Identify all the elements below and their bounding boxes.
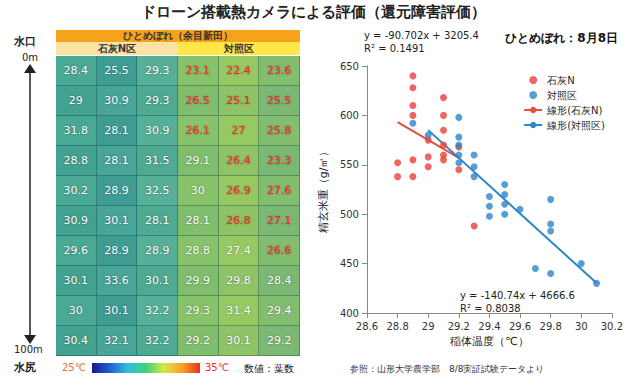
html-text:30.1: 30.1 bbox=[226, 334, 251, 347]
html-text:30: 30 bbox=[68, 304, 83, 317]
html-text:25.8: 25.8 bbox=[266, 124, 292, 137]
html-text:28.4: 28.4 bbox=[266, 274, 292, 287]
html-text:32.5: 32.5 bbox=[144, 184, 170, 197]
html-text:30.2: 30.2 bbox=[63, 184, 89, 197]
html-text:29.1: 29.1 bbox=[185, 154, 211, 167]
html-text:31.5: 31.5 bbox=[144, 154, 170, 167]
svg-text:28.6: 28.6 bbox=[356, 321, 378, 332]
html-text:27.4: 27.4 bbox=[226, 244, 251, 257]
svg-text:28.8: 28.8 bbox=[386, 321, 408, 332]
html-text:31.4: 31.4 bbox=[226, 304, 251, 317]
html-text:数値：葉数: 数値：葉数 bbox=[244, 363, 294, 374]
html-text:100m: 100m bbox=[14, 344, 43, 355]
html-text:30.9: 30.9 bbox=[144, 124, 170, 137]
svg-text:y = -140.74x + 4666.6: y = -140.74x + 4666.6 bbox=[460, 290, 575, 301]
html-text:29.2: 29.2 bbox=[266, 334, 292, 347]
html-text:31.8: 31.8 bbox=[63, 124, 89, 137]
html-text:30.1: 30.1 bbox=[104, 214, 129, 227]
html-text:28.9: 28.9 bbox=[104, 184, 129, 197]
svg-text:稲体温度（℃）: 稲体温度（℃） bbox=[450, 335, 528, 348]
html-text:35℃: 35℃ bbox=[205, 362, 229, 373]
html-text:28.8: 28.8 bbox=[63, 154, 89, 167]
html-text:32.2: 32.2 bbox=[144, 334, 170, 347]
html-text:28.1: 28.1 bbox=[104, 124, 129, 137]
html-text:26.8: 26.8 bbox=[226, 214, 251, 227]
svg-text:y = -90.702x + 3205.4: y = -90.702x + 3205.4 bbox=[364, 30, 479, 41]
html-text:ドローン搭載熱カメラによる評価（還元障害評価）: ドローン搭載熱カメラによる評価（還元障害評価） bbox=[140, 3, 486, 21]
svg-text:石灰N: 石灰N bbox=[547, 75, 574, 86]
svg-text:対照区: 対照区 bbox=[547, 90, 577, 101]
html-text:水口: 水口 bbox=[14, 35, 36, 48]
svg-text:30: 30 bbox=[575, 321, 588, 332]
html-text:23.6: 23.6 bbox=[266, 64, 292, 77]
html-text:水尻: 水尻 bbox=[14, 361, 36, 374]
html-text:28.8: 28.8 bbox=[185, 244, 211, 257]
html-text:27: 27 bbox=[231, 124, 246, 137]
html-text:29: 29 bbox=[68, 94, 83, 107]
html-text:30: 30 bbox=[190, 184, 205, 197]
html-text:22.4: 22.4 bbox=[226, 64, 251, 77]
svg-text:29: 29 bbox=[422, 321, 435, 332]
html-text:32.2: 32.2 bbox=[144, 304, 170, 317]
html-text:29.6: 29.6 bbox=[63, 244, 89, 257]
svg-text:650: 650 bbox=[340, 61, 359, 72]
html-text:27.6: 27.6 bbox=[266, 184, 292, 197]
html-text:25.5: 25.5 bbox=[266, 94, 292, 107]
svg-text:29.4: 29.4 bbox=[478, 321, 500, 332]
html-text:29.2: 29.2 bbox=[185, 334, 211, 347]
svg-text:線形(石灰N): 線形(石灰N) bbox=[546, 105, 602, 116]
html-text:30.1: 30.1 bbox=[63, 274, 89, 287]
html-text:28.9: 28.9 bbox=[144, 244, 170, 257]
html-text:石灰N区: 石灰N区 bbox=[97, 43, 137, 54]
svg-text:R² = 0.1491: R² = 0.1491 bbox=[364, 43, 425, 54]
html-text:28.1: 28.1 bbox=[144, 214, 170, 227]
html-text:25.1: 25.1 bbox=[226, 94, 251, 107]
html-text:26.6: 26.6 bbox=[266, 244, 292, 257]
html-text:32.1: 32.1 bbox=[104, 334, 129, 347]
html-text:26.5: 26.5 bbox=[185, 94, 211, 107]
html-text:29.8: 29.8 bbox=[226, 274, 251, 287]
html-text:28.1: 28.1 bbox=[185, 214, 211, 227]
html-text:33.6: 33.6 bbox=[104, 274, 129, 287]
html-text:26.4: 26.4 bbox=[226, 154, 251, 167]
svg-text:精玄米重（g/㎡）: 精玄米重（g/㎡） bbox=[317, 146, 330, 234]
html-text:対照区: 対照区 bbox=[224, 43, 254, 54]
svg-text:29.8: 29.8 bbox=[540, 321, 562, 332]
html-text:29.3: 29.3 bbox=[185, 304, 211, 317]
html-text:26.9: 26.9 bbox=[226, 184, 251, 197]
svg-text:参照：山形大学農学部 8/8実証試験データより: 参照：山形大学農学部 8/8実証試験データより bbox=[350, 364, 544, 374]
svg-text:ひとめぼれ：8月8日: ひとめぼれ：8月8日 bbox=[505, 31, 618, 45]
html-text:ひとめぼれ（余目新田）: ひとめぼれ（余目新田） bbox=[123, 30, 233, 41]
svg-text:600: 600 bbox=[340, 110, 359, 121]
html-text:30.4: 30.4 bbox=[63, 334, 89, 347]
html-text:30.9: 30.9 bbox=[63, 214, 89, 227]
html-text:29.3: 29.3 bbox=[144, 94, 170, 107]
svg-text:R² = 0.8038: R² = 0.8038 bbox=[460, 303, 521, 314]
html-text:29.3: 29.3 bbox=[144, 64, 170, 77]
html-text:30.1: 30.1 bbox=[144, 274, 170, 287]
html-text:28.9: 28.9 bbox=[104, 244, 129, 257]
svg-text:500: 500 bbox=[340, 209, 359, 220]
svg-text:29.2: 29.2 bbox=[448, 321, 470, 332]
html-text:28.1: 28.1 bbox=[104, 154, 129, 167]
html-text:23.3: 23.3 bbox=[266, 154, 292, 167]
html-text:25.5: 25.5 bbox=[104, 64, 129, 77]
svg-text:450: 450 bbox=[340, 258, 359, 269]
html-text:27.1: 27.1 bbox=[266, 214, 292, 227]
html-text:0m: 0m bbox=[22, 52, 39, 63]
html-text:30.9: 30.9 bbox=[104, 94, 129, 107]
html-text:29.4: 29.4 bbox=[266, 304, 292, 317]
svg-text:400: 400 bbox=[340, 308, 359, 319]
svg-text:線形(対照区): 線形(対照区) bbox=[546, 120, 605, 131]
html-text:26.1: 26.1 bbox=[185, 124, 211, 137]
html-text:28.4: 28.4 bbox=[63, 64, 89, 77]
html-text:29.9: 29.9 bbox=[185, 274, 211, 287]
svg-text:30.2: 30.2 bbox=[601, 321, 623, 332]
html-text:23.1: 23.1 bbox=[185, 64, 211, 77]
svg-text:550: 550 bbox=[340, 159, 359, 170]
svg-text:29.6: 29.6 bbox=[509, 321, 531, 332]
html-text:30.1: 30.1 bbox=[104, 304, 129, 317]
html-text:25℃: 25℃ bbox=[62, 362, 86, 373]
